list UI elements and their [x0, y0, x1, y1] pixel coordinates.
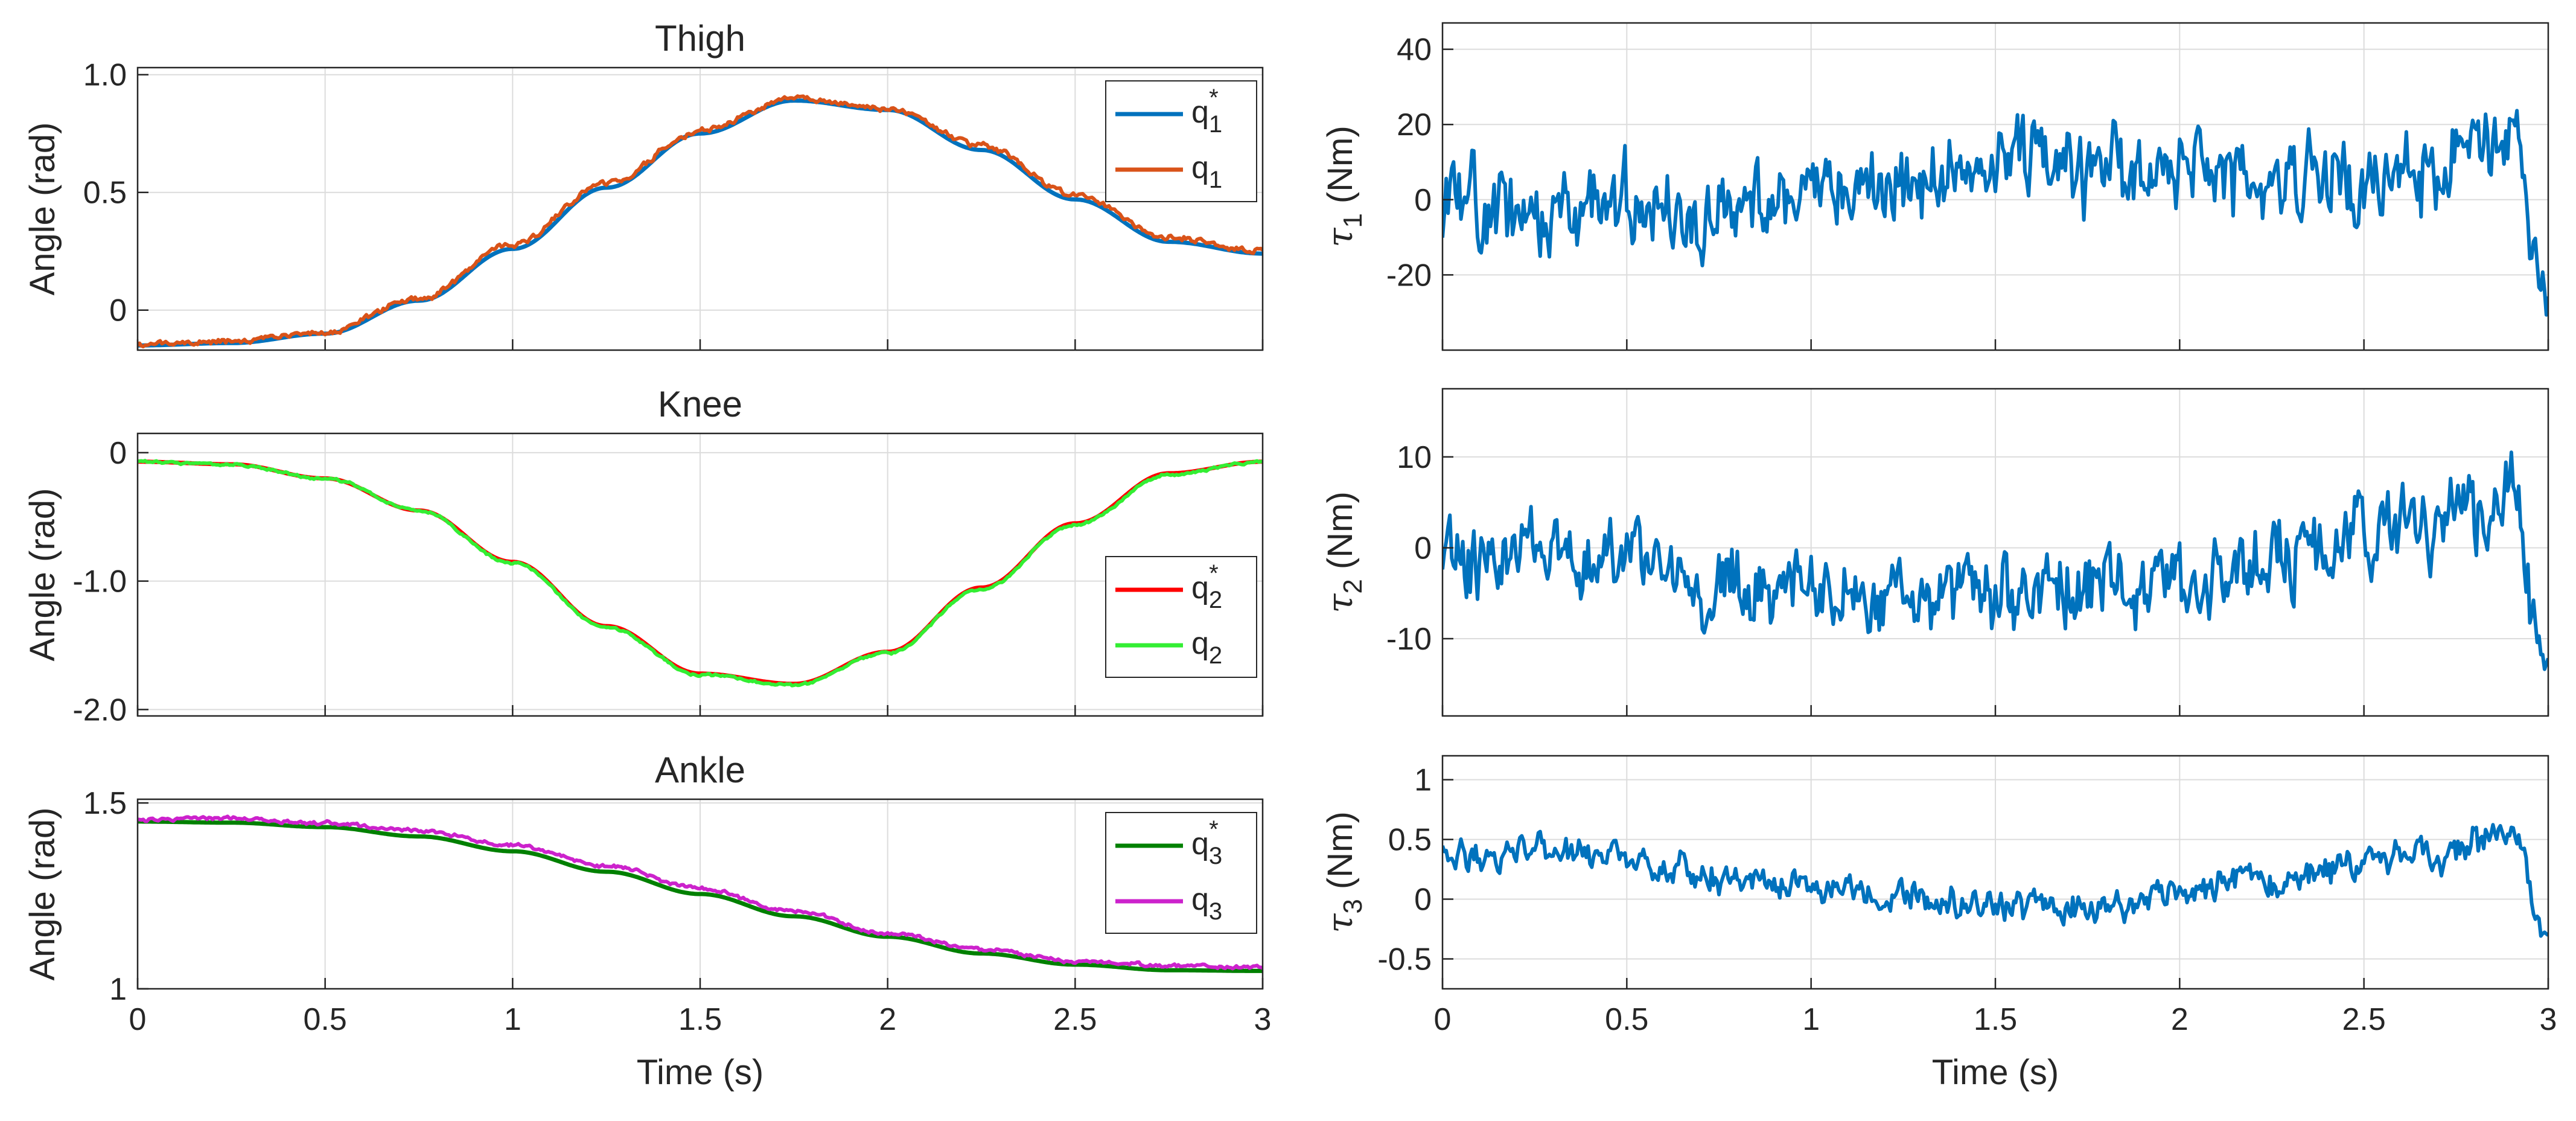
ylabel-unit: (Nm): [1321, 491, 1360, 579]
legend-label: q3*: [1191, 816, 1222, 869]
y-tick-label: -10: [1386, 622, 1432, 657]
ylabel-symbol: τ: [1319, 593, 1360, 613]
legend-label: q1: [1191, 150, 1222, 193]
plot-area: [1443, 109, 2548, 317]
x-tick-label: 3: [2540, 1002, 2557, 1037]
y-axis-label: τ3 (Nm): [1319, 811, 1368, 933]
x-tick-label: 2: [2171, 1002, 2189, 1037]
series-line-q2: [138, 459, 1263, 688]
x-tick-label: 2.5: [1053, 1002, 1097, 1037]
ylabel-subscript: 2: [1338, 579, 1368, 593]
legend-label: q2: [1191, 626, 1222, 669]
y-tick-label: 20: [1397, 107, 1432, 142]
x-tick-label: 1: [1802, 1002, 1820, 1037]
y-tick-label: 1.5: [83, 786, 127, 821]
chart-title: Thigh: [655, 18, 745, 59]
plot-area: [138, 459, 1263, 688]
legend: q3*q3: [1105, 812, 1257, 934]
x-axis-label: Time (s): [637, 1053, 764, 1092]
y-tick-label: 0: [1414, 883, 1432, 918]
y-axis-label: Angle (rad): [23, 123, 62, 296]
plot-area: [138, 814, 1263, 973]
series-line-q1: [138, 94, 1263, 349]
legend-label: q3: [1191, 882, 1222, 925]
y-tick-label: 1.0: [83, 58, 127, 93]
legend: q1*q1: [1105, 80, 1257, 202]
y-tick-label: 0.5: [1388, 823, 1432, 858]
x-tick-label: 1.5: [1974, 1002, 2017, 1037]
y-axis-label: τ1 (Nm): [1319, 126, 1368, 248]
chart-title: Ankle: [655, 750, 745, 790]
grid: [1442, 756, 2549, 989]
ylabel-subscript: 3: [1338, 899, 1368, 913]
ylabel-symbol: τ: [1319, 228, 1360, 248]
y-tick-label: -1.0: [72, 564, 127, 599]
y-tick-label: 0: [1414, 183, 1432, 218]
y-axis-label: τ2 (Nm): [1319, 491, 1368, 613]
y-tick-label: 40: [1397, 33, 1432, 68]
plot-area: [138, 94, 1263, 349]
x-tick-label: 1: [504, 1002, 521, 1037]
series-line-tau3: [1443, 823, 2548, 938]
chart-ankle: 0 0.5 1 1.5 2 2.5 3 1 1.5 Ankle Time (s) Angle (rad…: [23, 750, 1271, 1092]
y-tick-label: 0: [109, 436, 127, 471]
y-tick-label: -2.0: [72, 692, 127, 727]
legend-box: [1105, 80, 1257, 202]
y-tick-label: 0: [109, 293, 127, 328]
chart-title: Knee: [658, 384, 742, 424]
y-tick-label: 10: [1397, 440, 1432, 475]
chart-tau2: -10 0 10 τ2 (Nm): [1319, 388, 2549, 717]
x-tick-label: 0: [1434, 1002, 1452, 1037]
legend: q2*q2: [1105, 556, 1257, 678]
x-tick-label: 2: [879, 1002, 896, 1037]
y-axis-label: Angle (rad): [23, 808, 62, 981]
x-tick-label: 3: [1254, 1002, 1272, 1037]
ylabel-symbol: τ: [1319, 913, 1360, 933]
y-tick-label: 0: [1414, 531, 1432, 566]
y-tick-label: 1: [109, 972, 127, 1007]
x-axis-label: Time (s): [1932, 1053, 2059, 1092]
legend-box: [1105, 556, 1257, 678]
x-tick-label: 2.5: [2342, 1002, 2386, 1037]
legend-label: q2*: [1191, 560, 1222, 613]
x-tick-label: 0: [129, 1002, 147, 1037]
grid: [137, 68, 1263, 350]
y-axis-label: Angle (rad): [23, 488, 62, 662]
series-line-tau2: [1443, 450, 2548, 671]
y-tick-label: 1: [1414, 763, 1432, 798]
plot-area: [1443, 823, 2548, 938]
y-tick-label: 0.5: [83, 176, 127, 211]
x-tick-label: 1.5: [678, 1002, 722, 1037]
legend-label: q1*: [1191, 85, 1222, 138]
ylabel-unit: (Nm): [1321, 811, 1360, 899]
chart-tau1: -20 0 20 40 τ1 (Nm): [1319, 22, 2549, 351]
series-line-q3: [138, 814, 1263, 971]
series-line-tau1: [1443, 109, 2548, 317]
ylabel-unit: (Nm): [1321, 126, 1360, 213]
plot-area: [1443, 450, 2548, 671]
y-tick-label: -0.5: [1377, 942, 1432, 977]
legend-box: [1105, 812, 1257, 934]
ylabel-subscript: 1: [1338, 213, 1368, 228]
x-tick-label: 0.5: [304, 1002, 347, 1037]
x-tick-label: 0.5: [1605, 1002, 1648, 1037]
y-tick-label: -20: [1386, 258, 1432, 293]
